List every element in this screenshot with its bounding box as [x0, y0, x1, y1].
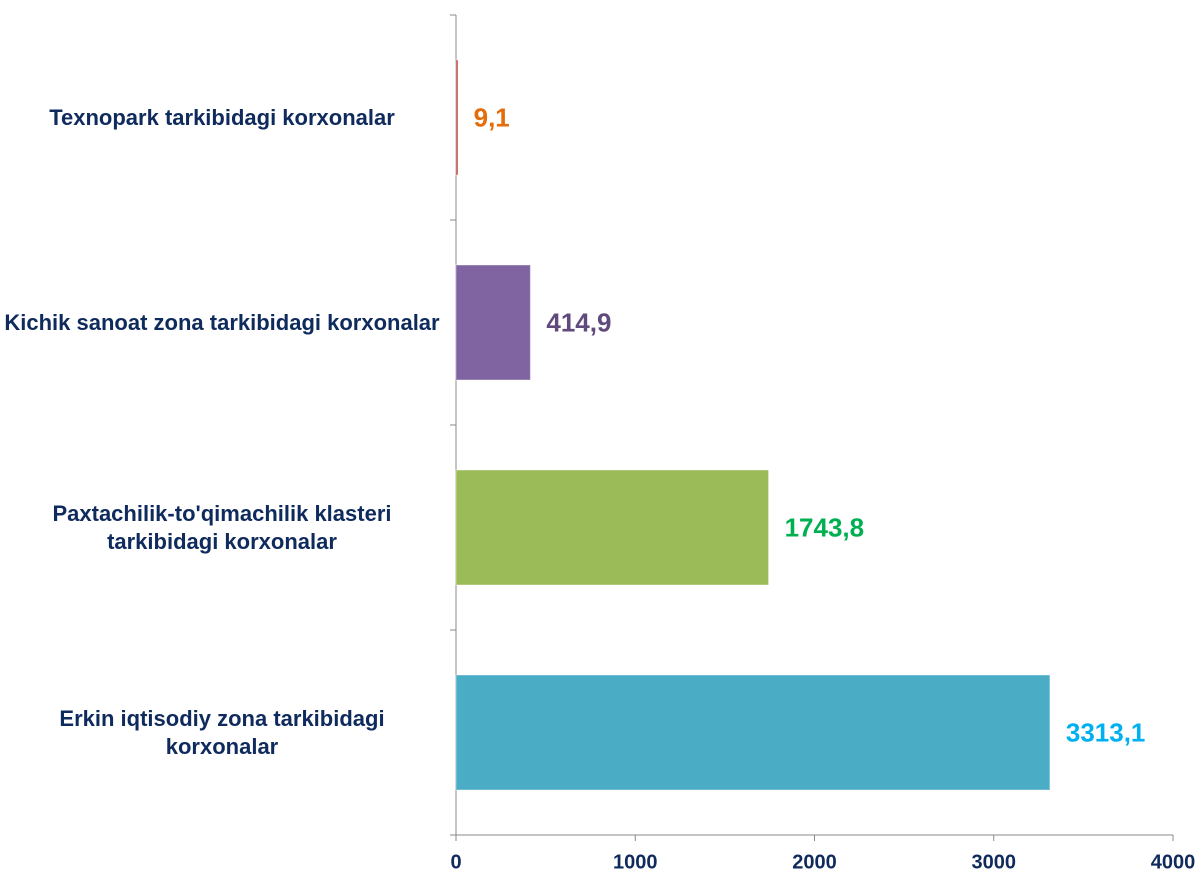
bar [455, 264, 531, 381]
x-tick-label: 1000 [613, 851, 658, 873]
bar [455, 469, 770, 586]
value-label: 414,9 [546, 307, 611, 337]
bar [455, 674, 1051, 791]
x-tick-label: 2000 [792, 851, 837, 873]
x-tick-label: 3000 [972, 851, 1017, 873]
category-label: Kichik sanoat zona tarkibidagi korxonala… [4, 309, 440, 335]
value-label: 1743,8 [785, 512, 865, 542]
category-label: Texnopark tarkibidagi korxonalar [49, 104, 395, 130]
x-tick-label: 4000 [1151, 851, 1196, 873]
category-label: Erkin iqtisodiy zona tarkibidagi korxona… [59, 705, 385, 759]
value-label: 3313,1 [1066, 717, 1146, 747]
bar [455, 59, 459, 176]
x-tick-label: 0 [450, 851, 461, 873]
value-label: 9,1 [474, 102, 510, 132]
category-label: Paxtachilik-to'qimachilik klasteri tarki… [52, 500, 392, 554]
